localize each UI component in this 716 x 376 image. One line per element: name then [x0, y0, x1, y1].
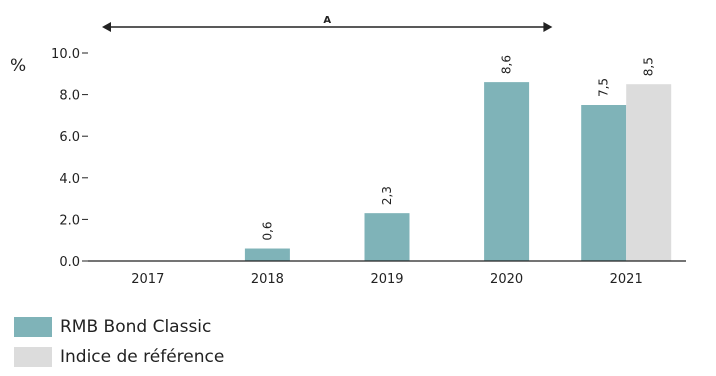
data-label: 7,5	[597, 78, 611, 97]
y-tick-label: 8.0	[59, 89, 80, 104]
x-tick-label: 2018	[251, 272, 284, 287]
data-labels: 0,6 2,3 8,6 7,5 8,5	[260, 55, 655, 240]
bar-chart: % 0.0 2.0 4.0 6.0 8.0 10.0 0,6 2,3 8,6 7,5 8,5 20…	[10, 15, 686, 287]
y-tick-label: 10.0	[51, 47, 80, 62]
annotation-arrow-head-right	[543, 22, 553, 32]
legend: RMB Bond Classic Indice de référence	[14, 316, 224, 376]
annotation-arrow-head-left	[102, 22, 111, 32]
y-tick-label: 4.0	[59, 172, 80, 187]
x-tick-label: 2019	[370, 272, 403, 287]
data-label: 8,6	[500, 55, 514, 74]
bar	[364, 213, 410, 261]
bar	[626, 84, 672, 261]
legend-swatch-fund	[14, 317, 52, 337]
y-tick-label: 0.0	[59, 255, 80, 270]
legend-swatch-benchmark	[14, 347, 52, 367]
bar	[244, 248, 290, 261]
x-tick-label: 2020	[490, 272, 523, 287]
y-axis-unit-label: %	[10, 56, 26, 76]
period-annotation: A	[102, 15, 553, 32]
annotation-label: A	[323, 15, 331, 26]
legend-item-fund: RMB Bond Classic	[14, 316, 224, 338]
legend-item-benchmark: Indice de référence	[14, 346, 224, 368]
legend-label-fund: RMB Bond Classic	[60, 317, 212, 337]
data-label: 8,5	[642, 57, 656, 76]
y-tick-label: 2.0	[59, 213, 80, 228]
data-label: 0,6	[260, 221, 274, 240]
y-axis: 0.0 2.0 4.0 6.0 8.0 10.0	[51, 47, 88, 270]
bar	[581, 105, 627, 261]
bar	[484, 82, 530, 262]
x-tick-label: 2021	[610, 272, 643, 287]
y-tick-label: 6.0	[59, 130, 80, 145]
bars	[244, 82, 672, 262]
x-axis: 2017 2018 2019 2020 2021	[131, 272, 642, 287]
data-label: 2,3	[380, 186, 394, 205]
x-tick-label: 2017	[131, 272, 164, 287]
legend-label-benchmark: Indice de référence	[60, 347, 225, 367]
